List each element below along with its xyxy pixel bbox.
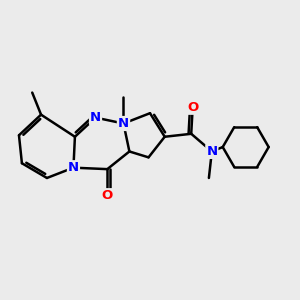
Text: N: N [206, 145, 218, 158]
Text: O: O [187, 101, 198, 114]
Text: O: O [102, 189, 113, 202]
Text: N: N [118, 117, 129, 130]
Text: N: N [118, 117, 129, 130]
Text: N: N [90, 111, 101, 124]
Text: N: N [68, 161, 79, 174]
